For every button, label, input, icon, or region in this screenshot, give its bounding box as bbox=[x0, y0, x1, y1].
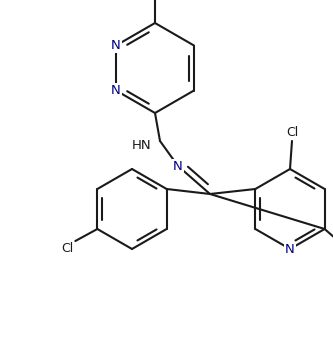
Text: Cl: Cl bbox=[286, 126, 298, 139]
Text: N: N bbox=[111, 39, 121, 52]
Text: HN: HN bbox=[132, 139, 151, 152]
Text: N: N bbox=[173, 160, 183, 173]
Text: N: N bbox=[285, 243, 295, 256]
Text: N: N bbox=[111, 84, 121, 97]
Text: Cl: Cl bbox=[61, 242, 73, 255]
